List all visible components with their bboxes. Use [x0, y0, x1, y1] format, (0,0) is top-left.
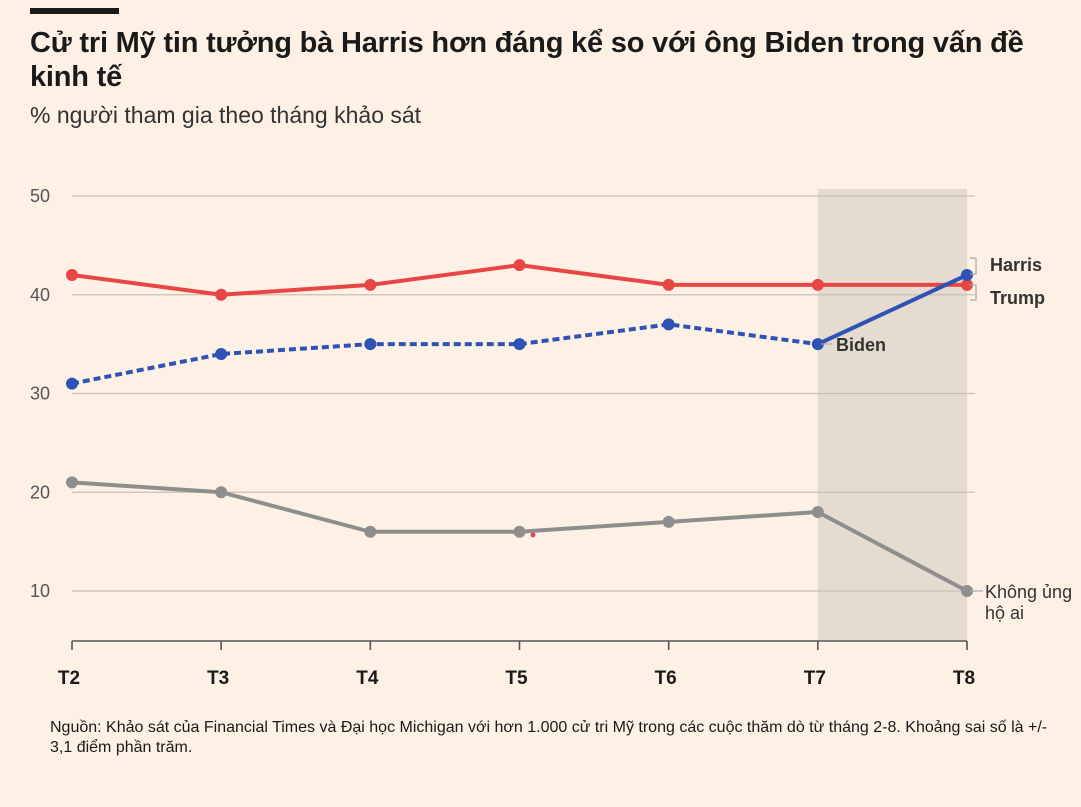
point-trump-T7 — [811, 278, 824, 291]
point-harris-T8 — [961, 269, 973, 281]
point-trump-T6 — [662, 278, 675, 291]
marker-dot — [530, 532, 536, 538]
point-trump-T2 — [66, 269, 78, 281]
series-label-none-line-1: Không ủng — [985, 582, 1072, 602]
point-none-T4 — [364, 525, 377, 538]
point-biden-T6 — [662, 318, 675, 331]
point-trump-T5 — [513, 259, 526, 272]
trump-connector — [970, 284, 977, 301]
point-biden-T4 — [364, 338, 377, 351]
chart-subtitle: % người tham gia theo tháng khảo sát — [30, 102, 422, 128]
point-none-T8 — [961, 585, 973, 597]
point-trump-T8 — [961, 278, 973, 291]
y-tick-label-40: 40 — [30, 285, 50, 305]
point-none-T5 — [513, 525, 526, 538]
source-note: Nguồn: Khảo sát của Financial Times và Đ… — [50, 719, 1048, 756]
x-tick-label-T8: T8 — [953, 668, 975, 689]
point-trump-T4 — [364, 278, 377, 291]
point-trump-T3 — [215, 288, 228, 301]
series-label-trump: Trump — [990, 288, 1045, 308]
x-tick-label-T6: T6 — [655, 668, 677, 689]
point-none-T2 — [66, 476, 78, 489]
point-none-T3 — [215, 486, 228, 499]
point-biden-T3 — [215, 348, 228, 360]
series-label-biden: Biden — [836, 335, 886, 355]
point-none-T6 — [662, 515, 675, 528]
y-tick-label-30: 30 — [30, 384, 50, 404]
x-tick-label-T3: T3 — [207, 668, 229, 689]
series-label-none-line-2: hộ ai — [985, 603, 1024, 623]
chart-title: Cử tri Mỹ tin tưởng bà Harris hơn đáng k… — [30, 27, 1024, 93]
harris-connector — [970, 257, 977, 275]
x-tick-label-T2: T2 — [58, 668, 80, 689]
series-label-harris: Harris — [990, 255, 1042, 275]
top-accent-bar — [30, 8, 119, 14]
series-line-biden — [71, 322, 819, 386]
highlight-region — [817, 189, 967, 640]
x-tick-label-T5: T5 — [505, 668, 528, 689]
point-none-T7 — [811, 506, 824, 518]
y-tick-label-50: 50 — [30, 186, 50, 206]
y-tick-label-10: 10 — [30, 581, 50, 601]
y-tick-label-20: 20 — [30, 482, 50, 502]
point-biden-T2 — [66, 377, 78, 390]
x-tick-label-T4: T4 — [356, 668, 379, 689]
x-tick-label-T7: T7 — [804, 668, 826, 689]
point-biden-T5 — [513, 338, 526, 351]
series-line-harris — [815, 273, 969, 347]
